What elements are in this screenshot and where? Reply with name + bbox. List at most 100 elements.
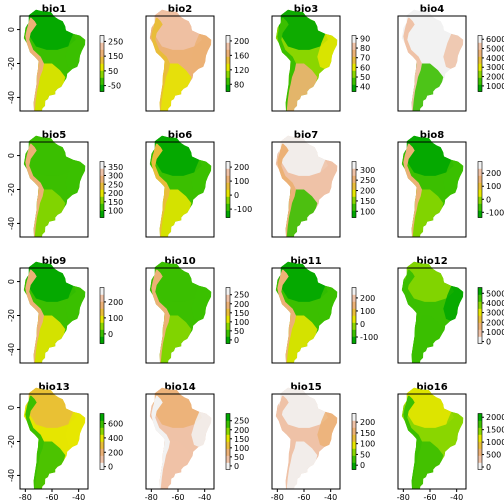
plot-frame	[145, 15, 215, 112]
legend-tick-label: 300	[108, 172, 123, 181]
legend-swatch	[352, 336, 356, 344]
legend-swatch	[100, 70, 104, 78]
legend-swatch	[226, 336, 230, 344]
x-tick-label: -60	[45, 493, 58, 502]
panel-title: bio15	[290, 382, 321, 393]
legend-swatch	[100, 455, 104, 463]
legend-tick-label: 200	[234, 300, 249, 309]
legend-swatch	[478, 308, 482, 316]
legend-swatch	[100, 35, 104, 43]
legend-tick-label: 50	[234, 327, 244, 336]
legend-swatch	[478, 420, 482, 428]
y-tick-label: 0	[7, 27, 16, 32]
legend-swatch	[352, 287, 356, 295]
legend-swatch	[226, 210, 230, 218]
legend-swatch	[100, 196, 104, 204]
legend-swatch	[352, 413, 356, 421]
legend-swatch	[352, 434, 356, 442]
legend-tick-label: 150	[360, 429, 375, 438]
legend-swatch	[100, 287, 104, 295]
legend-tick-label: 0	[360, 320, 365, 329]
legend-swatch	[226, 175, 230, 183]
legend-tick-label: 0	[360, 461, 365, 470]
legend-swatch	[478, 161, 482, 169]
raster-map	[149, 387, 212, 489]
raster-map	[149, 261, 212, 363]
legend-swatch	[100, 322, 104, 330]
legend-tick-label: 2000	[486, 318, 504, 327]
legend-tick-label: 250	[108, 37, 123, 46]
legend-tick-label: 200	[234, 426, 249, 435]
legend-swatch	[226, 84, 230, 92]
legend-swatch	[478, 448, 482, 456]
legend-swatch	[226, 189, 230, 197]
legend-swatch	[352, 203, 356, 211]
legend-swatch	[478, 203, 482, 211]
legend-swatch	[478, 49, 482, 57]
plot-frame	[145, 141, 215, 238]
y-tick-label: 0	[7, 405, 16, 410]
plot-frame	[271, 267, 341, 364]
panel-title: bio4	[420, 4, 444, 15]
panel-title: bio16	[416, 382, 447, 393]
legend-swatch	[478, 294, 482, 302]
legend-tick-label: 5000	[486, 289, 504, 298]
legend-tick-label: 100	[234, 318, 249, 327]
legend-swatch	[352, 196, 356, 204]
legend-swatch	[352, 322, 356, 330]
x-tick-label: -80	[271, 493, 284, 502]
panel-bio8: bio8 200 100 0 -100	[397, 130, 504, 238]
legend-colorbar: 200 100 0	[99, 287, 123, 344]
raster-map	[23, 135, 86, 237]
legend-swatch	[352, 329, 356, 337]
legend-swatch	[226, 448, 230, 456]
panel-title: bio14	[164, 382, 195, 393]
legend-swatch	[226, 63, 230, 71]
legend-colorbar: 250 150 50 -50	[99, 35, 123, 92]
legend-swatch	[352, 70, 356, 78]
legend-swatch	[226, 287, 230, 295]
x-tick-label: -40	[198, 493, 211, 502]
legend-swatch	[352, 84, 356, 92]
legend-tick-label: 2000	[486, 73, 504, 82]
legend-swatch	[352, 315, 356, 323]
legend-swatch	[100, 308, 104, 316]
legend-tick-label: 160	[234, 51, 249, 60]
panel-title: bio1	[42, 4, 66, 15]
legend-tick-label: 250	[360, 176, 375, 185]
legend-swatch	[100, 413, 104, 421]
legend-tick-label: 150	[108, 198, 123, 207]
legend-swatch	[100, 42, 104, 50]
y-tick-label: -20	[7, 183, 16, 196]
legend-swatch	[352, 161, 356, 169]
raster-map	[401, 261, 464, 363]
legend-swatch	[352, 35, 356, 43]
plot-frame	[397, 393, 467, 490]
panel-bio2: bio2 200 160 120 80	[145, 4, 249, 112]
legend-swatch	[100, 84, 104, 92]
x-tick-label: -40	[72, 493, 85, 502]
raster-map	[23, 387, 86, 489]
legend-swatch	[478, 42, 482, 50]
plot-frame	[271, 141, 341, 238]
legend-swatch	[226, 455, 230, 463]
legend-swatch	[352, 63, 356, 71]
raster-map	[275, 387, 338, 489]
panel-title: bio5	[42, 130, 66, 141]
panel-bio6: bio6 200 100 0 -100	[145, 130, 252, 238]
plot-frame	[145, 393, 215, 490]
legend-tick-label: 100	[360, 440, 375, 449]
legend-tick-label: 0	[486, 463, 491, 472]
legend-tick-label: 90	[360, 34, 370, 43]
plot-frame	[397, 267, 467, 364]
legend-swatch	[226, 203, 230, 211]
legend-swatch	[478, 462, 482, 470]
legend-swatch	[100, 175, 104, 183]
